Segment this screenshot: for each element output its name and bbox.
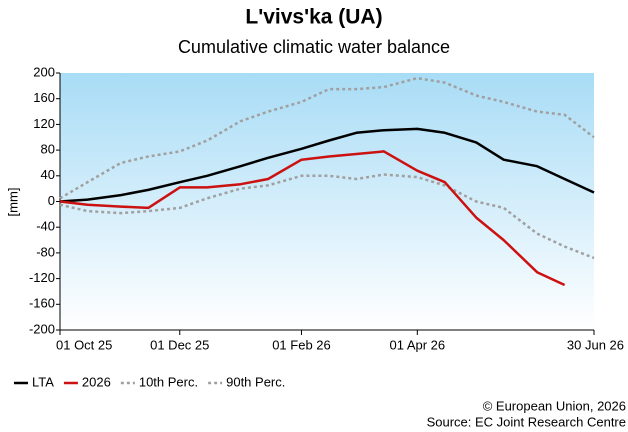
series-line bbox=[59, 127, 595, 203]
y-tick-label: 160 bbox=[33, 90, 55, 105]
chart-subtitle: Cumulative climatic water balance bbox=[178, 37, 450, 57]
y-tick-label: -160 bbox=[29, 296, 55, 311]
y-tick-label: 80 bbox=[41, 142, 55, 157]
footer-source: Source: EC Joint Research Centre bbox=[427, 414, 626, 429]
series-line bbox=[59, 150, 566, 287]
y-tick-label: 200 bbox=[33, 64, 55, 79]
y-tick-label: -120 bbox=[29, 270, 55, 285]
footer-copyright: © European Union, 2026 bbox=[483, 398, 626, 413]
legend-label: 2026 bbox=[82, 374, 111, 389]
x-tick-label: 01 Dec 25 bbox=[150, 337, 209, 352]
x-tick-label: 01 Apr 26 bbox=[389, 337, 445, 352]
y-tick-label: 40 bbox=[41, 167, 55, 182]
series-line bbox=[59, 76, 595, 200]
y-tick-label: -80 bbox=[36, 244, 55, 259]
plot-area bbox=[60, 73, 594, 330]
legend-label: 90th Perc. bbox=[226, 374, 285, 389]
y-tick-label: 0 bbox=[48, 193, 55, 208]
x-tick-label: 01 Feb 26 bbox=[272, 337, 331, 352]
chart-title: L'vivs'ka (UA) bbox=[245, 6, 382, 29]
y-axis-label: [mm] bbox=[5, 188, 20, 217]
y-tick-label: -200 bbox=[29, 321, 55, 336]
legend-label: LTA bbox=[32, 374, 54, 389]
x-tick-label: 01 Oct 25 bbox=[56, 337, 112, 352]
y-tick-label: 120 bbox=[33, 116, 55, 131]
y-tick-label: -40 bbox=[36, 219, 55, 234]
legend-label: 10th Perc. bbox=[139, 374, 198, 389]
x-tick-label: 30 Jun 26 bbox=[567, 337, 624, 352]
